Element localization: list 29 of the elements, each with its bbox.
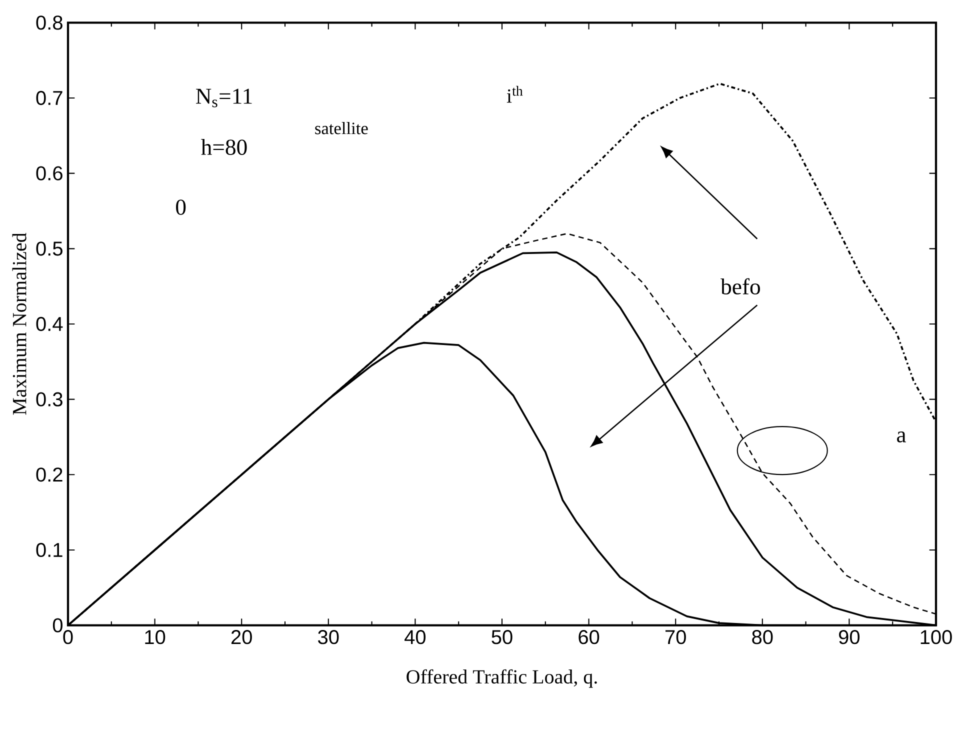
x-tick-label: 30 — [318, 630, 339, 644]
x-tick-label: 70 — [666, 630, 686, 644]
y-tick-label: 0.1 — [36, 542, 62, 558]
x-tick-label: 100 — [920, 630, 952, 644]
y-tick-label: 0.2 — [36, 468, 62, 482]
annotation: befo — [720, 278, 760, 294]
x-tick-label: 60 — [578, 630, 600, 644]
y-tick-label: 0.6 — [36, 166, 62, 180]
y-tick-label: 0 — [52, 618, 62, 632]
x-tick-label: 80 — [752, 630, 773, 644]
annotation: i$^{th}$ — [506, 86, 523, 103]
y-tick-label: 0.8 — [36, 16, 62, 30]
annotation: 0 — [176, 200, 186, 215]
x-tick-label: 20 — [231, 630, 252, 644]
y-tick-label: 0.4 — [36, 316, 63, 332]
x-tick-label: 10 — [145, 630, 166, 644]
x-tick-label: 50 — [492, 630, 512, 644]
annotation: N$_{s}$=11 — [196, 88, 252, 108]
x-tick-label: 40 — [404, 630, 426, 644]
y-tick-label: 0.3 — [36, 392, 62, 406]
y-tick-label: 0.5 — [36, 242, 62, 256]
x-tick-label: 0 — [63, 630, 73, 644]
x-tick-label: 90 — [839, 630, 860, 644]
x-axis-title: Offered Traffic Load, q. — [406, 669, 597, 688]
annotation: h=80 — [201, 138, 247, 155]
y-tick-label: 0.7 — [36, 90, 62, 106]
annotation: a — [897, 432, 906, 442]
annotation: satellite — [315, 122, 368, 134]
y-axis-title: Maximum Normalized — [12, 232, 26, 415]
